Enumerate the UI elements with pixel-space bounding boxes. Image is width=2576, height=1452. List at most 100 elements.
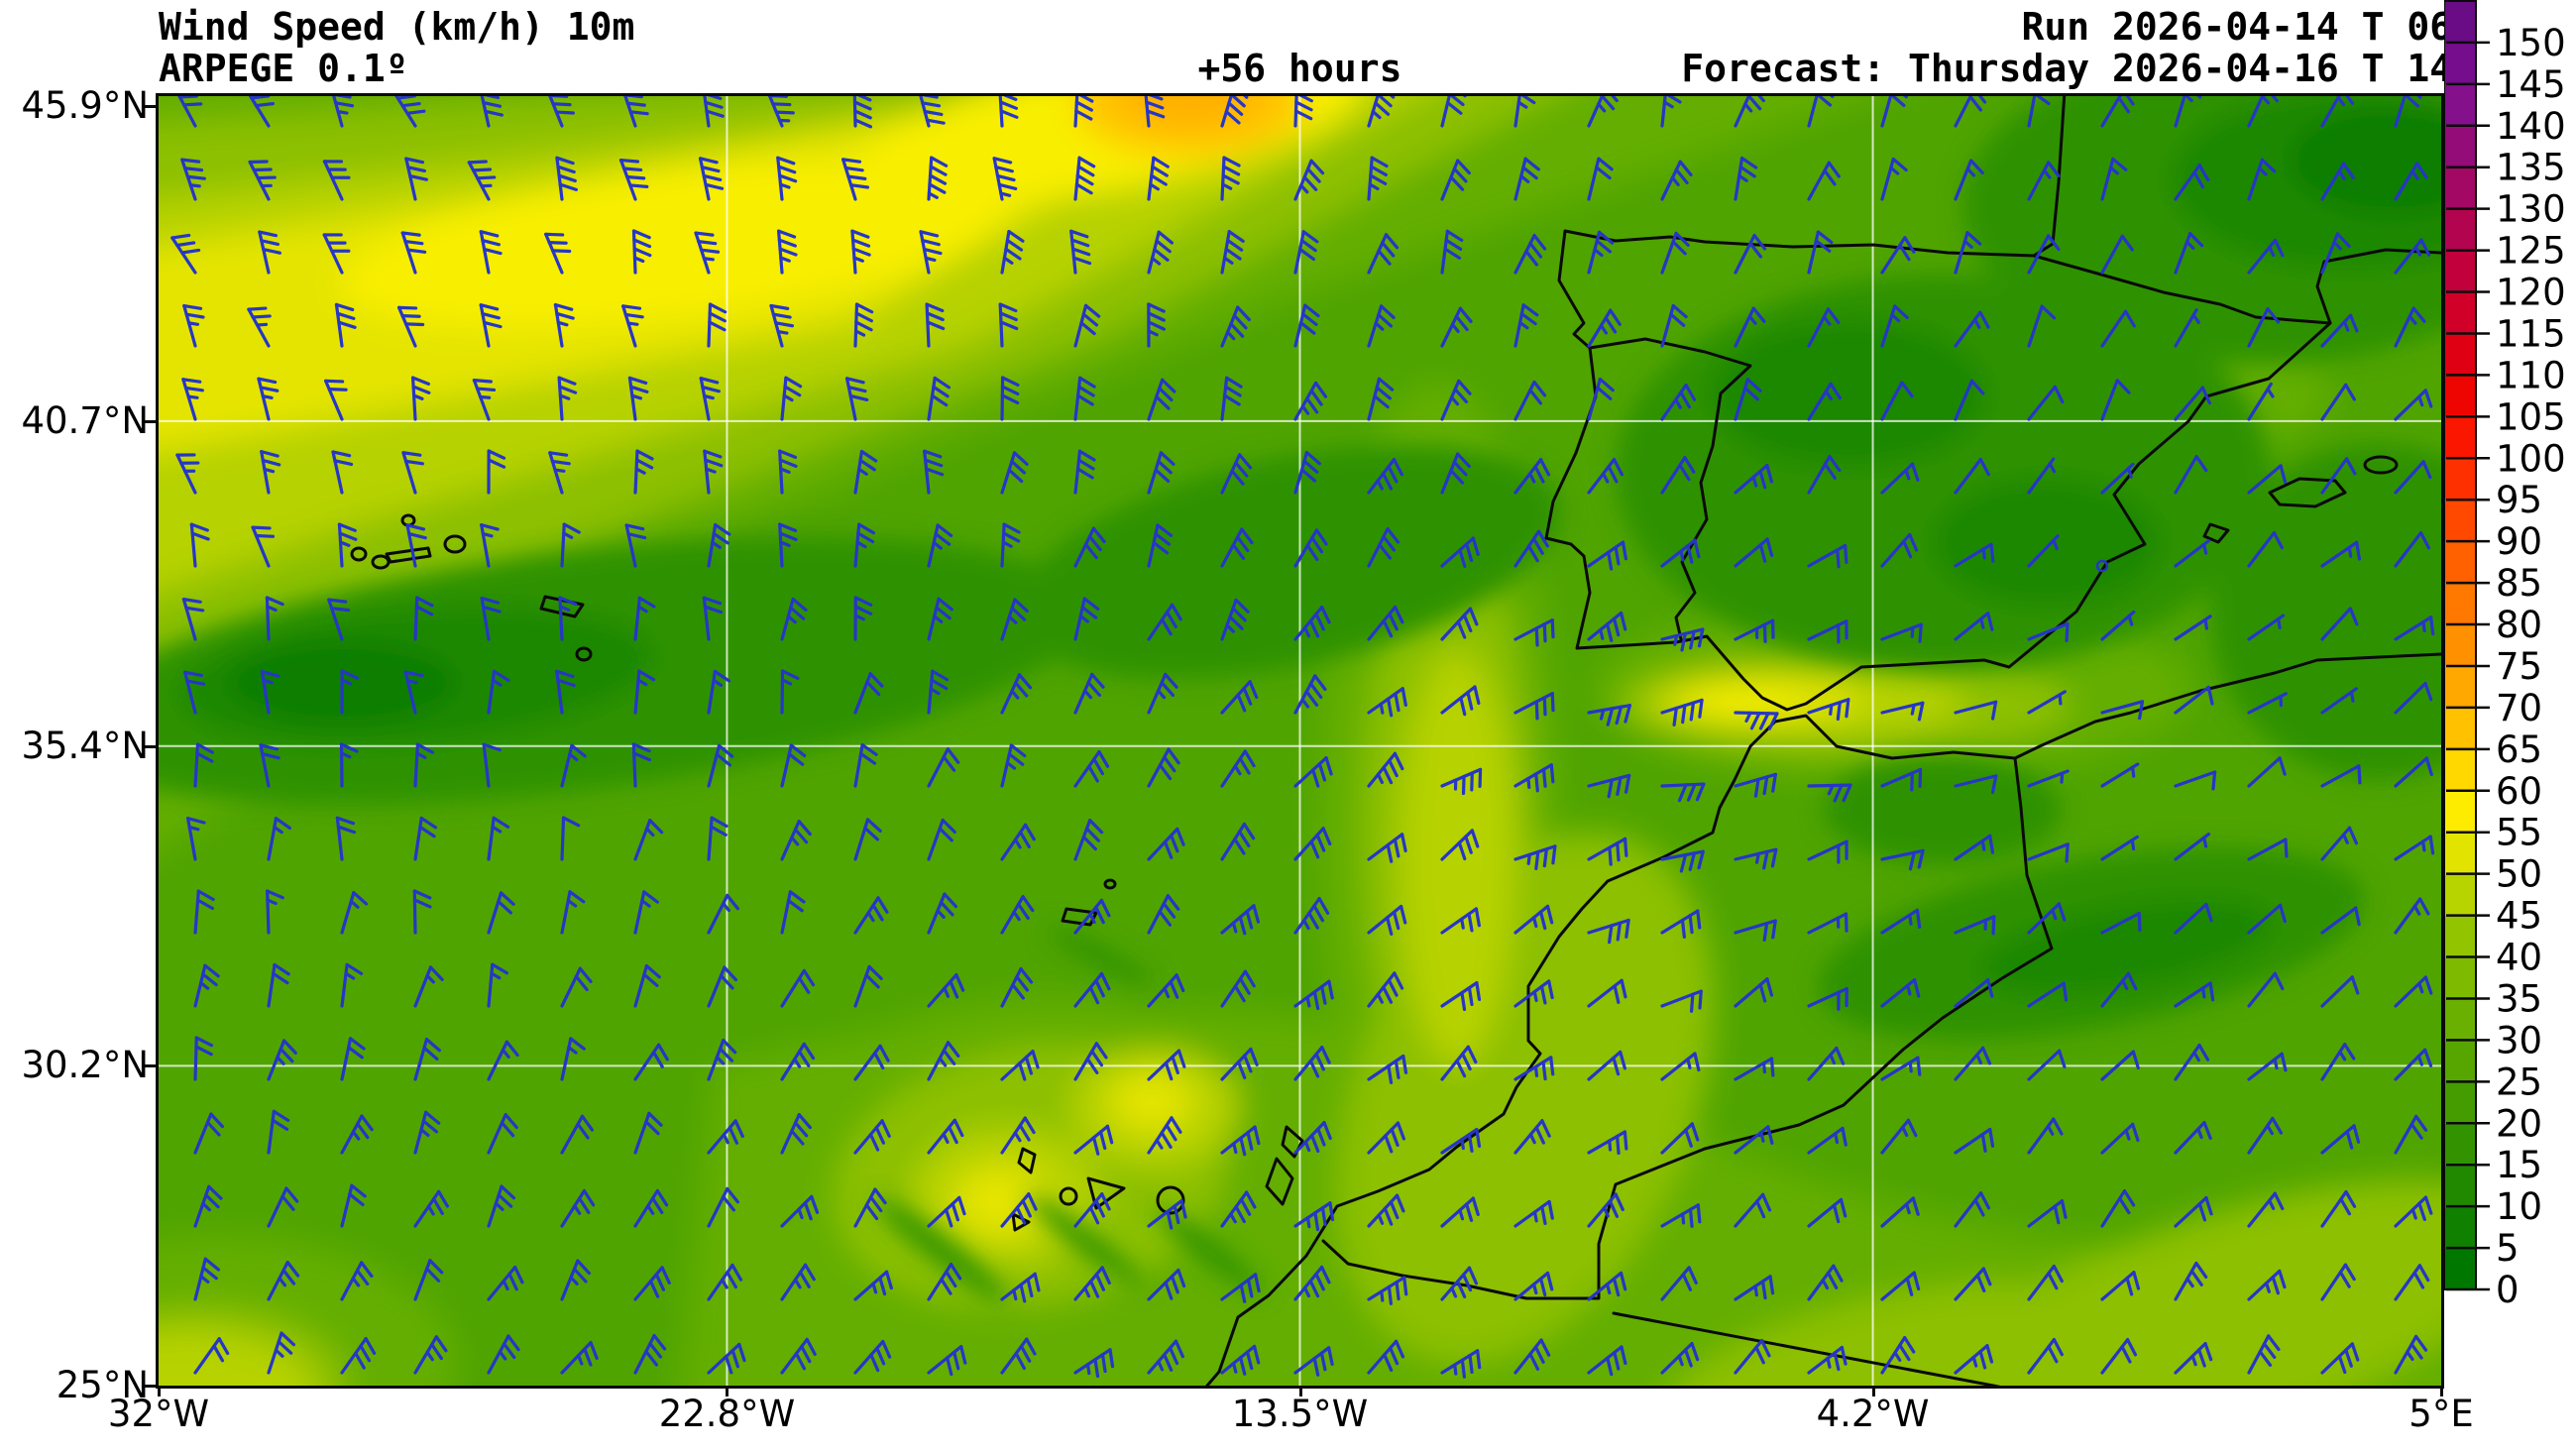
colorbar-segment bbox=[2444, 956, 2476, 1000]
lat-tick-label: 30.2°N bbox=[21, 1044, 149, 1087]
lon-tick-mark bbox=[726, 1386, 729, 1396]
lon-tick-label: 5°E bbox=[2408, 1393, 2474, 1435]
colorbar-tick-label: 105 bbox=[2496, 395, 2566, 438]
wind-speed-field bbox=[159, 96, 2441, 1386]
colorbar-tick-label: 145 bbox=[2496, 63, 2566, 106]
colorbar-segment bbox=[2444, 665, 2476, 709]
lat-tick-mark bbox=[145, 1385, 156, 1388]
colorbar-segment bbox=[2444, 416, 2476, 459]
colorbar-segment bbox=[2444, 125, 2476, 168]
product-title: Wind Speed (km/h) 10m bbox=[159, 5, 635, 49]
colorbar-tick-label: 110 bbox=[2496, 354, 2566, 396]
colorbar-tick-label: 125 bbox=[2496, 230, 2566, 273]
lat-tick-label: 40.7°N bbox=[21, 398, 149, 442]
colorbar-segment bbox=[2444, 1206, 2476, 1249]
colorbar-tick-label: 20 bbox=[2496, 1102, 2542, 1145]
wind-barbs bbox=[170, 96, 2435, 1379]
colorbar-segment bbox=[2444, 583, 2476, 625]
lon-tick-label: 13.5°W bbox=[1231, 1393, 1369, 1435]
colorbar-tick-label: 45 bbox=[2496, 895, 2542, 938]
colorbar-tick-label: 0 bbox=[2496, 1269, 2520, 1311]
colorbar-tick-label: 150 bbox=[2496, 22, 2566, 64]
lon-tick-mark bbox=[1298, 1386, 1302, 1396]
colorbar-tick-label: 10 bbox=[2496, 1185, 2542, 1228]
colorbar-tick-label: 80 bbox=[2496, 604, 2542, 646]
colorbar-tick-label: 130 bbox=[2496, 188, 2566, 231]
lat-tick-mark bbox=[145, 1064, 156, 1068]
lat-tick-label: 45.9°N bbox=[21, 84, 149, 128]
colorbar-tick-label: 90 bbox=[2496, 520, 2542, 563]
colorbar-tick-label: 40 bbox=[2496, 937, 2542, 979]
colorbar-segment bbox=[2444, 1040, 2476, 1082]
colorbar-segment bbox=[2444, 1248, 2476, 1290]
border-spain-portugal bbox=[1588, 337, 1752, 641]
colorbar-segment bbox=[2444, 624, 2476, 667]
graticule-lines bbox=[159, 96, 2441, 1386]
colorbar-segment bbox=[2444, 832, 2476, 875]
colorbar-segment bbox=[2444, 707, 2476, 750]
colorbar-segment bbox=[2444, 375, 2476, 417]
colorbar-segment bbox=[2444, 915, 2476, 958]
colorbar-segment bbox=[2444, 458, 2476, 501]
colorbar-scale: 0510152025303540455055606570758085909510… bbox=[2443, 0, 2566, 1311]
lon-tick-label: 32°W bbox=[107, 1393, 210, 1435]
colorbar-tick-label: 30 bbox=[2496, 1019, 2542, 1061]
coastlines bbox=[350, 96, 2441, 1386]
lon-tick-mark bbox=[2440, 1386, 2443, 1396]
colorbar-tick-label: 65 bbox=[2496, 728, 2542, 771]
lon-tick-mark bbox=[1871, 1386, 1875, 1396]
map-canvas bbox=[156, 93, 2444, 1389]
lead-time-label: +56 hours bbox=[1197, 47, 1402, 90]
colorbar-tick-label: 75 bbox=[2496, 645, 2542, 688]
lat-tick-mark bbox=[145, 419, 156, 423]
colorbar-segment bbox=[2444, 167, 2476, 210]
lon-tick-label: 22.8°W bbox=[658, 1393, 796, 1435]
colorbar-segment bbox=[2444, 500, 2476, 542]
colorbar-segment bbox=[2444, 748, 2476, 792]
lat-tick-label: 25°N bbox=[56, 1364, 149, 1406]
colorbar-segment bbox=[2444, 1, 2476, 44]
islands-balearic bbox=[2202, 455, 2399, 544]
run-label: Run 2026-04-14 T 06Z bbox=[2021, 5, 2475, 49]
colorbar-segment bbox=[2444, 873, 2476, 917]
border-sahara-diagonal bbox=[1612, 1311, 2001, 1386]
colorbar-tick-label: 140 bbox=[2496, 105, 2566, 148]
colorbar-tick-label: 120 bbox=[2496, 272, 2566, 314]
coast-iberia-france bbox=[1544, 96, 2441, 712]
colorbar-segment bbox=[2444, 208, 2476, 252]
colorbar-segment bbox=[2444, 83, 2476, 127]
colorbar-segment bbox=[2444, 998, 2476, 1041]
lon-tick-label: 4.2°W bbox=[1816, 1393, 1930, 1435]
colorbar-tick-label: 50 bbox=[2496, 853, 2542, 896]
border-pyrenees bbox=[2032, 254, 2332, 325]
colorbar-segment bbox=[2444, 250, 2476, 293]
colorbar-segment bbox=[2444, 790, 2476, 834]
colorbar-segment bbox=[2444, 1165, 2476, 1207]
colorbar-segment bbox=[2444, 1123, 2476, 1166]
lat-tick-mark bbox=[145, 105, 156, 109]
colorbar-tick-label: 115 bbox=[2496, 312, 2566, 355]
colorbar-segment bbox=[2444, 1081, 2476, 1124]
colorbar-segment bbox=[2444, 291, 2476, 335]
islands-madeira bbox=[1061, 878, 1117, 927]
colorbar-tick-label: 95 bbox=[2496, 479, 2542, 521]
colorbar-tick-label: 70 bbox=[2496, 687, 2542, 729]
colorbar: 0 5 10 15 20 25 30 35 40 45 50 55 60 65 70 75 80 85 90 95 10… bbox=[2443, 0, 2576, 1452]
colorbar-tick-label: 135 bbox=[2496, 147, 2566, 189]
lat-tick-mark bbox=[145, 744, 156, 748]
colorbar-tick-label: 25 bbox=[2496, 1061, 2542, 1103]
lon-tick-mark bbox=[158, 1386, 161, 1396]
colorbar-tick-label: 100 bbox=[2496, 437, 2566, 480]
coast-north-africa bbox=[1205, 652, 2441, 1386]
colorbar-segment bbox=[2444, 42, 2476, 85]
colorbar-tick-label: 85 bbox=[2496, 562, 2542, 605]
forecast-valid-label: Forecast: Thursday 2026-04-16 T 14Z bbox=[1681, 47, 2475, 90]
colorbar-tick-label: 60 bbox=[2496, 770, 2542, 813]
colorbar-segment bbox=[2444, 333, 2476, 377]
colorbar-tick-label: 35 bbox=[2496, 977, 2542, 1020]
colorbar-tick-label: 15 bbox=[2496, 1144, 2542, 1186]
colorbar-segment bbox=[2444, 541, 2476, 584]
colorbar-tick-label: 55 bbox=[2496, 812, 2542, 854]
colorbar-tick-label: 5 bbox=[2496, 1227, 2520, 1270]
